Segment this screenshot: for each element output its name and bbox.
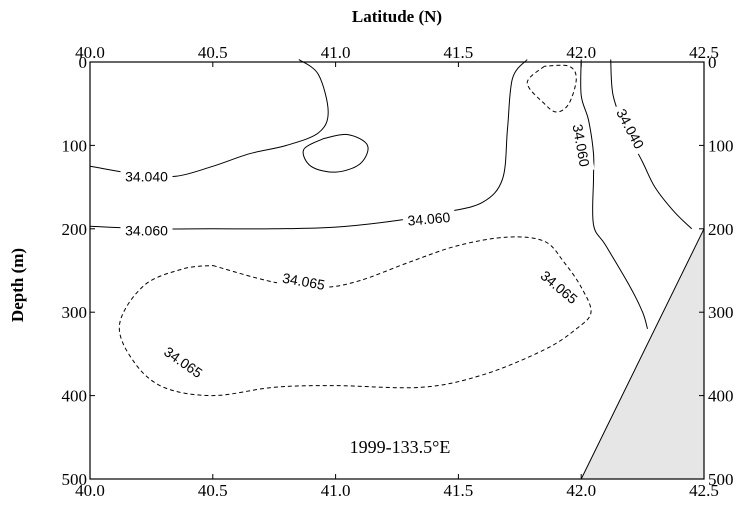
y-axis-title: Depth (m): [8, 248, 27, 322]
x-tick-label-bottom-1: 40.5: [198, 481, 228, 500]
contour-label-group-3: 34.060: [568, 118, 595, 173]
x-tick-label-top-3: 41.5: [444, 43, 474, 62]
contour-label-5: 34.065: [281, 270, 326, 293]
section-annotation: 1999-133.5°E: [350, 437, 451, 457]
x-tick-label-top-5: 42.5: [689, 43, 719, 62]
axis-ticks: 40.0 40.0 40.5 40.5 41.0 41.0 41.5 41.5 42.0 42.0…: [62, 43, 734, 500]
x-tick-label-bottom-3: 41.5: [444, 481, 474, 500]
contour-label-group-5: 34.065: [276, 267, 331, 294]
y-tick-label-right-5: 500: [708, 470, 734, 489]
contour-label-2: 34.060: [407, 209, 451, 229]
y-tick-label-right-1: 100: [708, 136, 734, 155]
y-tick-label-right-4: 400: [708, 387, 734, 406]
y-tick-label-right-3: 300: [708, 303, 734, 322]
y-tick-label-left-1: 100: [62, 136, 88, 155]
contour-label-group-1: 34.060: [120, 221, 173, 239]
contour-label-bg-4: [611, 101, 651, 156]
x-tick-label-top-4: 42.0: [566, 43, 596, 62]
contour-label-bg-6: [534, 263, 585, 311]
contour-label-bg-5: [276, 267, 331, 294]
y-tick-label-left-4: 400: [62, 387, 88, 406]
contour-label-bg-7: [157, 339, 210, 384]
x-tick-label-bottom-2: 41.0: [321, 481, 351, 500]
contour-label-bg-3: [568, 118, 595, 173]
contour-line-3: [526, 64, 577, 113]
y-tick-label-left-3: 300: [62, 303, 88, 322]
contour-label-group-2: 34.060: [402, 207, 456, 230]
contour-label-bg-1: [120, 221, 173, 239]
x-tick-label-bottom-5: 42.5: [689, 481, 719, 500]
y-tick-label-right-0: 0: [708, 53, 717, 72]
y-tick-label-left-0: 0: [79, 53, 88, 72]
x-tick-label-bottom-4: 42.0: [566, 481, 596, 500]
plot-frame: [89, 61, 705, 480]
contour-label-3: 34.060: [570, 123, 593, 168]
contour-line-6: [118, 236, 592, 397]
x-tick-label-top-1: 40.5: [198, 43, 228, 62]
x-tick-label-top-0: 40.0: [75, 43, 105, 62]
y-tick-label-left-2: 200: [62, 220, 88, 239]
contour-label-1: 34.060: [125, 223, 168, 239]
x-tick-label-bottom-0: 40.0: [75, 481, 105, 500]
contour-line-5: [610, 59, 693, 230]
contour-line-4: [580, 59, 648, 330]
y-tick-label-left-5: 500: [62, 470, 88, 489]
contour-line-2: [302, 133, 369, 173]
x-tick-label-top-2: 41.0: [321, 43, 351, 62]
contour-label-bg-0: [120, 167, 173, 185]
contour-label-group-0: 34.040: [120, 167, 173, 185]
x-axis-title: Latitude (N): [352, 7, 442, 26]
y-tick-label-right-2: 200: [708, 220, 734, 239]
contour-label-bg-2: [402, 207, 456, 230]
contour-label-0: 34.040: [125, 168, 168, 184]
